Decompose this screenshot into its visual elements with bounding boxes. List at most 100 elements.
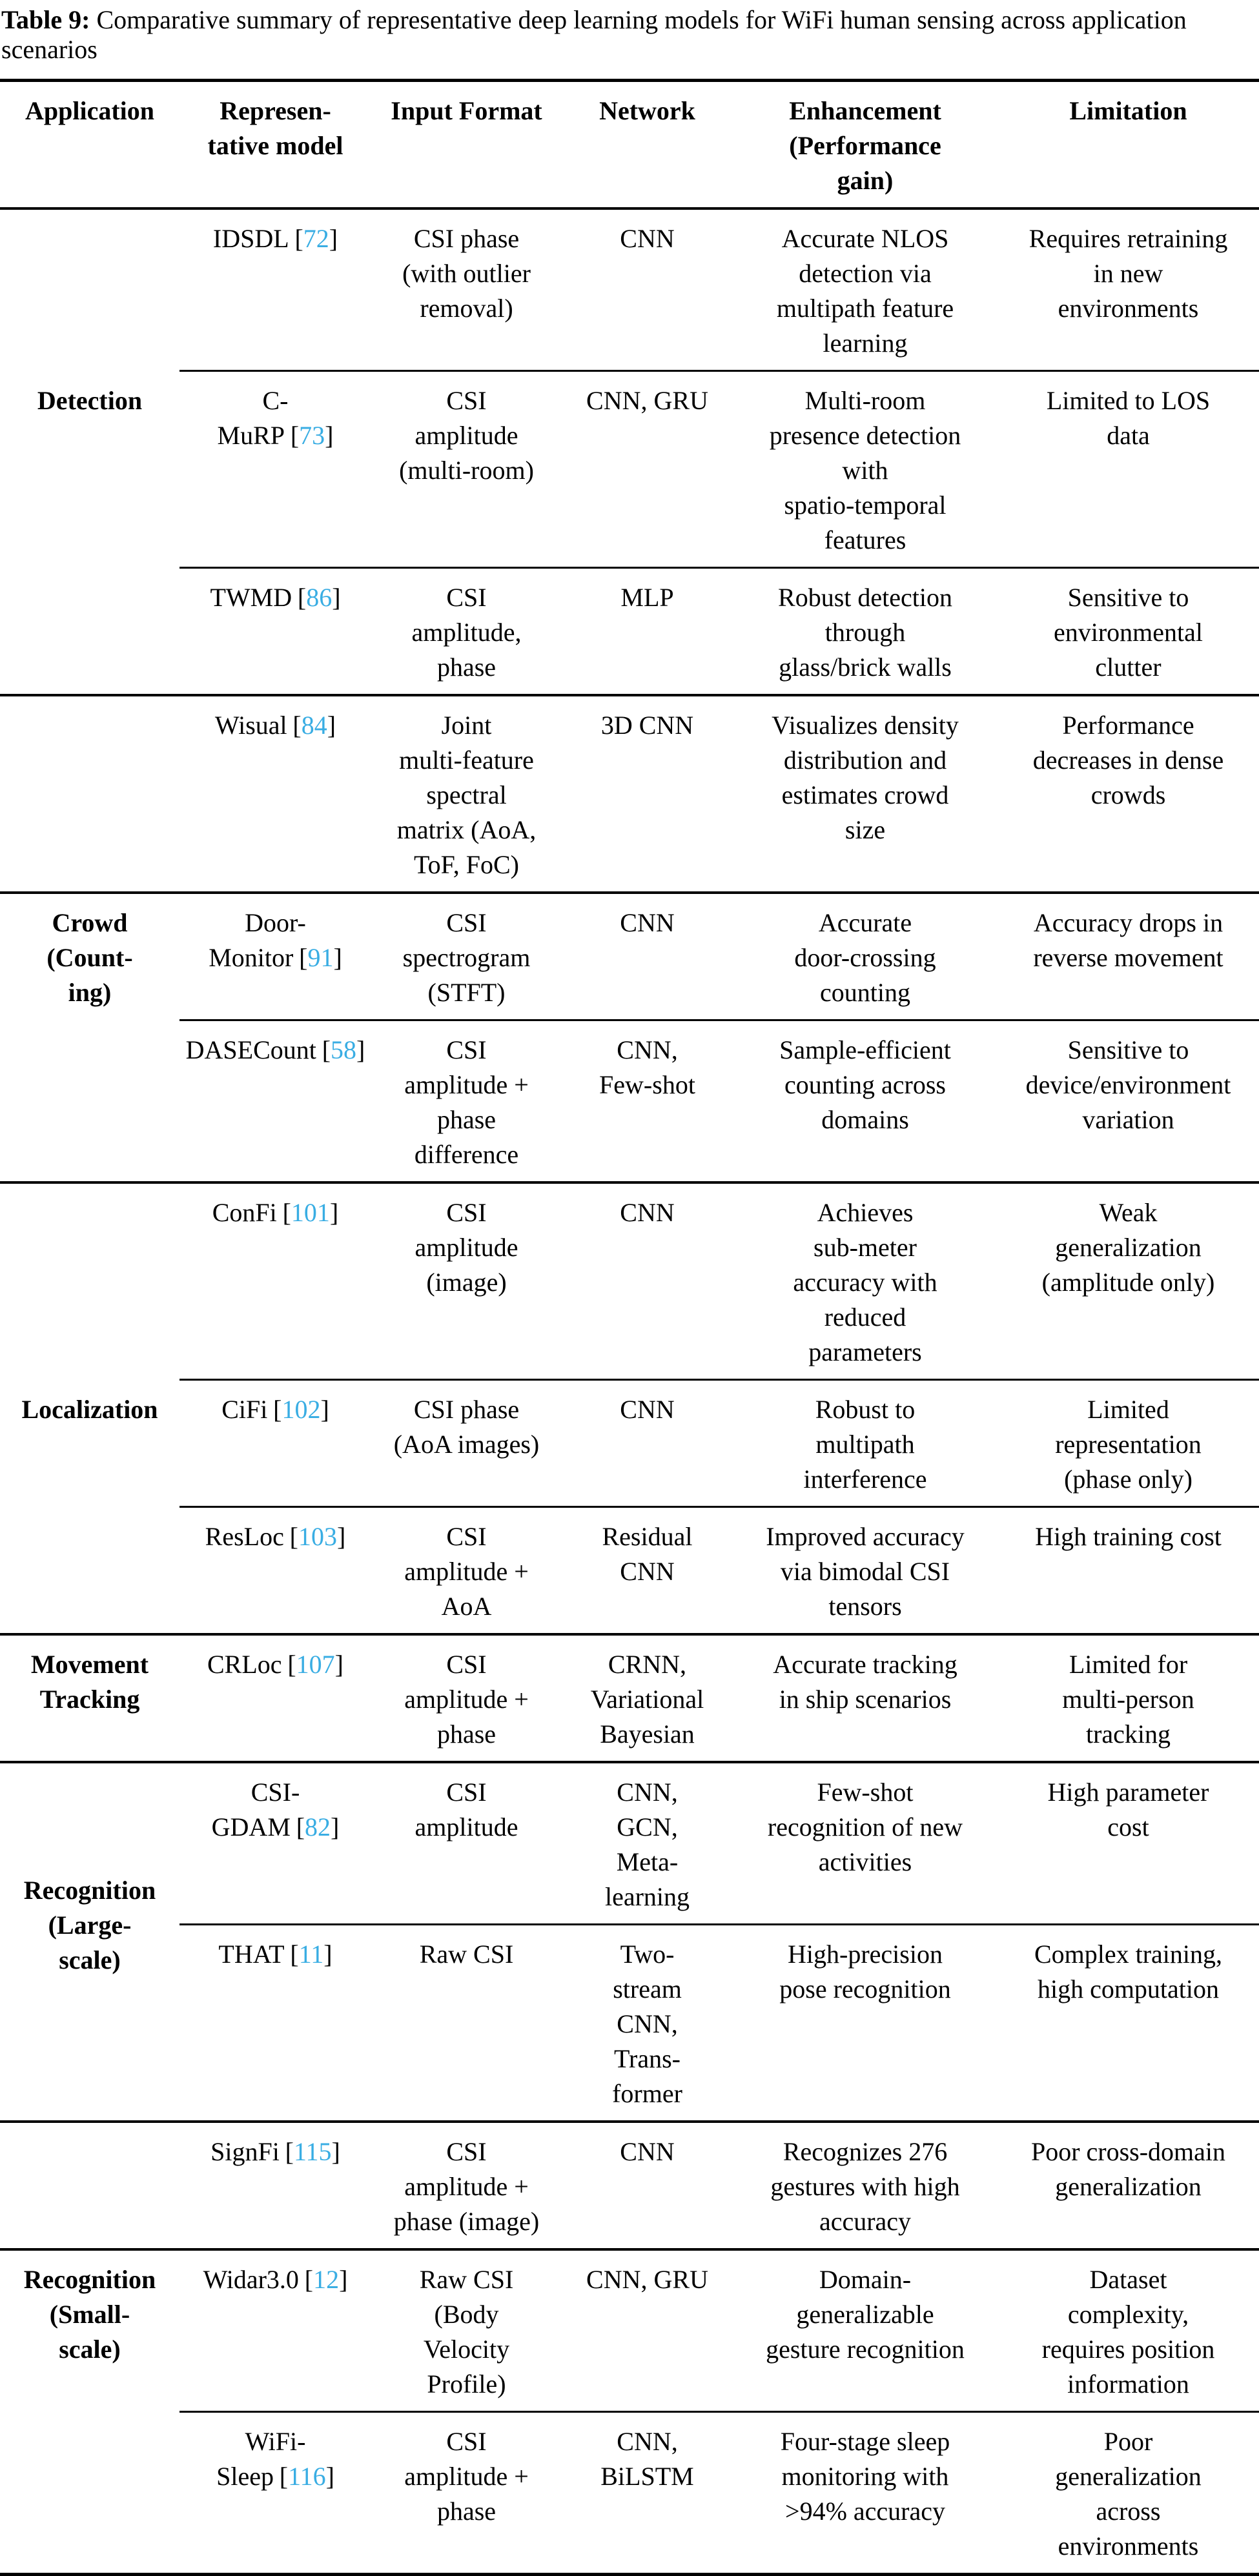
model-name: C- MuRP — [217, 386, 289, 450]
network-cell: CNN, GRU — [586, 386, 708, 415]
table-header-row: Application Represen- tative model Input… — [0, 82, 1259, 210]
model-cell: ConFi [101] — [179, 1184, 371, 1379]
table-caption-label: Table 9: — [1, 5, 90, 34]
citation-bracket-close: ] — [325, 2462, 334, 2491]
row-wifi-sleep: WiFi- Sleep [116] CSI amplitude + phase C… — [179, 2411, 1259, 2573]
citation-ref[interactable]: 84 — [301, 711, 327, 740]
model-name: CRLoc — [207, 1650, 282, 1679]
model-name: DASECount — [185, 1035, 316, 1064]
group-crowd-counting: Crowd (Count- ing) Door- Monitor [91] CSI… — [0, 891, 1259, 1181]
citation: [102] — [273, 1395, 329, 1424]
citation-ref[interactable]: 73 — [299, 421, 325, 450]
limitation-cell: Dataset complexity, requires position in… — [1041, 2265, 1215, 2399]
citation-ref[interactable]: 11 — [298, 1940, 324, 1969]
enhancement-cell: Improved accuracy via bimodal CSI tensor… — [766, 1522, 965, 1621]
network-cell: Residual CNN — [602, 1522, 693, 1586]
group-detection: Detection IDSDL [72] CSI phase (with outl… — [0, 210, 1259, 694]
row-signfi: SignFi [115] CSI amplitude + phase (image… — [179, 2123, 1259, 2248]
citation-bracket-close: ] — [331, 2137, 340, 2166]
citation-ref[interactable]: 91 — [307, 943, 334, 972]
model-cell: TWMD [86] — [179, 569, 371, 694]
citation-bracket-open: [ — [287, 1650, 296, 1679]
row-that: THAT [11] Raw CSI Two- stream CNN, Trans-… — [179, 1923, 1259, 2120]
group-rows: CRLoc [107] CSI amplitude + phase CRNN, V… — [179, 1636, 1259, 1761]
citation-ref[interactable]: 101 — [291, 1198, 330, 1227]
row-idsdl: IDSDL [72] CSI phase (with outlier remova… — [179, 210, 1259, 370]
citation-ref[interactable]: 72 — [303, 224, 329, 253]
table-caption-text: Comparative summary of representative de… — [1, 5, 1187, 64]
header-network: Network — [599, 96, 695, 125]
citation: [101] — [283, 1198, 339, 1227]
citation-bracket-open: [ — [289, 1522, 298, 1551]
network-cell: Two- stream CNN, Trans- former — [612, 1940, 682, 2108]
enhancement-cell: Four-stage sleep monitoring with >94% ac… — [780, 2427, 950, 2526]
limitation-cell: Poor generalization across environments — [1055, 2427, 1202, 2561]
citation: [82] — [296, 1812, 340, 1841]
application-label: Crowd (Count- ing) — [46, 908, 133, 1007]
input-format-cell: CSI amplitude, phase — [411, 583, 522, 682]
citation-ref[interactable]: 103 — [298, 1522, 337, 1551]
citation-ref[interactable]: 58 — [331, 1035, 357, 1064]
input-format-cell: CSI spectrogram (STFT) — [402, 908, 531, 1007]
citation-ref[interactable]: 82 — [305, 1812, 331, 1841]
group-signfi: SignFi [115] CSI amplitude + phase (image… — [0, 2120, 1259, 2248]
citation-bracket-close: ] — [329, 224, 338, 253]
model-name: CiFi — [221, 1395, 268, 1424]
header-application: Application — [25, 96, 155, 125]
limitation-cell: Accuracy drops in reverse movement — [1033, 908, 1223, 972]
enhancement-cell: Multi-room presence detection with spati… — [769, 386, 961, 554]
model-name: CSI- GDAM — [211, 1778, 300, 1841]
group-movement-tracking: Movement Tracking CRLoc [107] CSI amplitu… — [0, 1633, 1259, 1761]
citation-bracket-open: [ — [279, 2462, 289, 2491]
group-rows: Door- Monitor [91] CSI spectrogram (STFT)… — [179, 894, 1259, 1181]
model-name: ResLoc — [205, 1522, 284, 1551]
model-cell: WiFi- Sleep [116] — [179, 2413, 371, 2573]
network-cell: CNN — [620, 2137, 675, 2166]
network-cell: CNN — [620, 224, 675, 253]
input-format-cell: CSI amplitude — [415, 1778, 518, 1841]
citation-bracket-open: [ — [285, 2137, 294, 2166]
input-format-cell: CSI amplitude + phase difference — [404, 1035, 529, 1169]
citation-bracket-open: [ — [290, 1940, 299, 1969]
model-name: SignFi — [210, 2137, 280, 2166]
row-cifi: CiFi [102] CSI phase (AoA images) CNN Rob… — [179, 1379, 1259, 1506]
model-name: WiFi- Sleep — [216, 2427, 306, 2491]
input-format-cell: Raw CSI (Body Velocity Profile) — [419, 2265, 514, 2399]
limitation-cell: Limited to LOS data — [1046, 386, 1211, 450]
input-format-cell: CSI amplitude (image) — [415, 1198, 518, 1297]
citation: [86] — [298, 583, 341, 612]
model-name: Wisual — [214, 711, 287, 740]
citation-ref[interactable]: 115 — [294, 2137, 332, 2166]
application-column — [0, 2123, 179, 2248]
citation-ref[interactable]: 102 — [281, 1395, 321, 1424]
citation-ref[interactable]: 12 — [313, 2265, 340, 2294]
enhancement-cell: High-precision pose recognition — [779, 1940, 951, 2003]
enhancement-cell: Few-shot recognition of new activities — [767, 1778, 963, 1876]
enhancement-cell: Domain- generalizable gesture recognitio… — [766, 2265, 965, 2364]
model-name: ConFi — [212, 1198, 277, 1227]
limitation-cell: Requires retraining in new environments — [1029, 224, 1228, 323]
citation-ref[interactable]: 107 — [296, 1650, 335, 1679]
input-format-cell: CSI amplitude (multi-room) — [399, 386, 534, 485]
group-rows: SignFi [115] CSI amplitude + phase (image… — [179, 2123, 1259, 2248]
group-recognition-small-scale: Recognition (Small- scale) Widar3.0 [12] … — [0, 2248, 1259, 2573]
citation-ref[interactable]: 116 — [288, 2462, 326, 2491]
application-label: Recognition (Large- scale) — [23, 1876, 156, 1974]
header-representative-model: Represen- tative model — [207, 96, 343, 160]
enhancement-cell: Sample-efficient counting across domains — [779, 1035, 951, 1134]
row-csi-gdam: CSI- GDAM [82] CSI amplitude CNN, GCN, Me… — [179, 1763, 1259, 1923]
citation-ref[interactable]: 86 — [306, 583, 333, 612]
limitation-cell: Limited for multi-person tracking — [1062, 1650, 1194, 1749]
input-format-cell: CSI amplitude + AoA — [404, 1522, 529, 1621]
application-label: Detection — [37, 386, 143, 415]
citation-bracket-close: ] — [339, 2265, 348, 2294]
group-rows: Widar3.0 [12] Raw CSI (Body Velocity Prof… — [179, 2251, 1259, 2573]
application-column: Recognition (Small- scale) — [0, 2251, 179, 2573]
model-cell: CRLoc [107] — [179, 1636, 371, 1761]
network-cell: CNN — [620, 1198, 675, 1227]
citation-bracket-open: [ — [273, 1395, 282, 1424]
enhancement-cell: Recognizes 276 gestures with high accura… — [770, 2137, 960, 2236]
group-rows: Wisual [84] Joint multi-feature spectral … — [179, 696, 1259, 891]
citation-bracket-open: [ — [292, 711, 302, 740]
model-name: Door- Monitor — [209, 908, 306, 972]
